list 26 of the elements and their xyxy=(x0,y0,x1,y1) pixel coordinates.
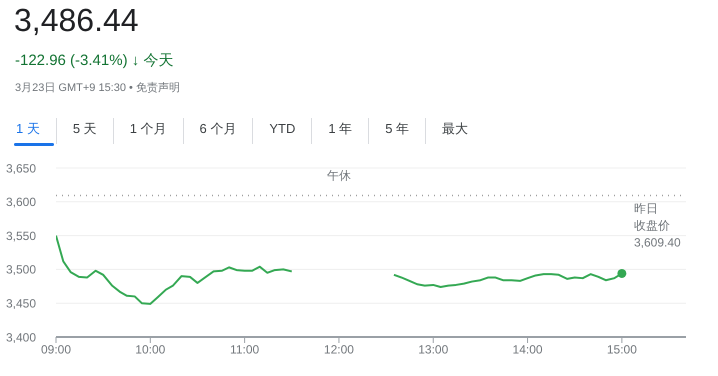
x-tick-label: 15:00 xyxy=(606,342,638,357)
y-tick-label: 3,450 xyxy=(6,296,36,310)
x-tick-label: 11:00 xyxy=(230,342,260,357)
x-tick-label: 12:00 xyxy=(324,342,354,357)
text: 5 年 xyxy=(368,118,426,144)
y-tick-label: 3,550 xyxy=(6,228,36,243)
text: 5 天 xyxy=(56,118,113,144)
x-tick-label: 14:00 xyxy=(512,342,543,357)
annotation: 午休 xyxy=(326,168,351,183)
text: 1 个月 xyxy=(112,118,183,144)
text: YTD xyxy=(252,118,312,144)
x-tick-label: 13:00 xyxy=(418,342,449,357)
x-tick-label: 10:00 xyxy=(135,342,166,357)
chart-title: 3,486.44 xyxy=(14,2,139,39)
y-tick-label: 3,500 xyxy=(6,262,36,277)
y-tick-label: 3,600 xyxy=(6,195,36,210)
text: 1 年 xyxy=(311,118,368,144)
y-tick-label: 3,400 xyxy=(6,330,36,344)
x-tick-label: 09:00 xyxy=(40,342,72,357)
y-tick-label: 3,650 xyxy=(6,161,36,176)
text: 1 天 xyxy=(15,120,41,138)
text: 3月23日 GMT+9 15:30 • 免责声明 xyxy=(15,80,180,95)
ref-line-label: 昨日收盘价 3,609.40 xyxy=(634,201,682,250)
chart-subtitle: -122.96 (-3.41%) ↓ 今天 xyxy=(15,51,174,70)
text: 最大 xyxy=(425,118,484,144)
text: 6 个月 xyxy=(182,118,252,144)
